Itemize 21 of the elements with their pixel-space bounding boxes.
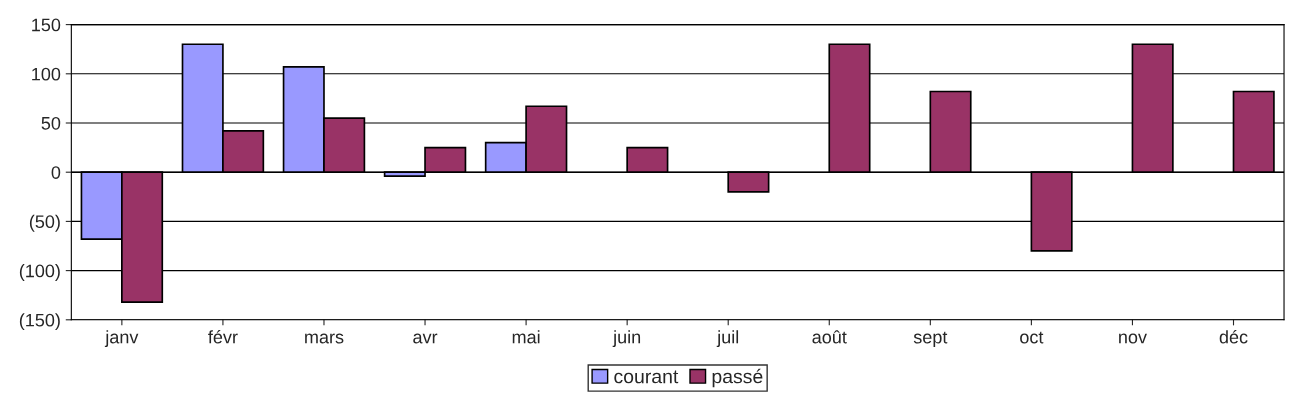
- x-tick-label: mars: [305, 333, 344, 344]
- x-tick-label: déc: [1219, 330, 1248, 344]
- y-tick-label: 50: [41, 116, 61, 130]
- x-tick-label: mai: [512, 330, 540, 344]
- x-tick-label: janv: [104, 330, 139, 348]
- x-tick-label: févr: [208, 330, 238, 344]
- x-tick-label: sept: [913, 331, 948, 348]
- x-tick-label: oct: [1020, 331, 1044, 344]
- y-tick-label: 150: [32, 18, 61, 32]
- y-tick-label: (100): [19, 264, 60, 281]
- x-tick-label: juil: [716, 330, 739, 348]
- x-tick-label: avr: [413, 333, 438, 344]
- y-tick-label: (50): [29, 214, 60, 232]
- x-tick-label: juin: [612, 330, 641, 348]
- y-tick-label: (150): [19, 313, 60, 331]
- y-tick-label: 100: [32, 67, 61, 81]
- x-tick-label: août: [812, 330, 847, 344]
- legend-label: courant: [614, 370, 679, 384]
- x-tick-label: nov: [1119, 333, 1147, 344]
- y-tick-label: 0: [51, 166, 61, 179]
- legend-label: passé: [712, 368, 763, 388]
